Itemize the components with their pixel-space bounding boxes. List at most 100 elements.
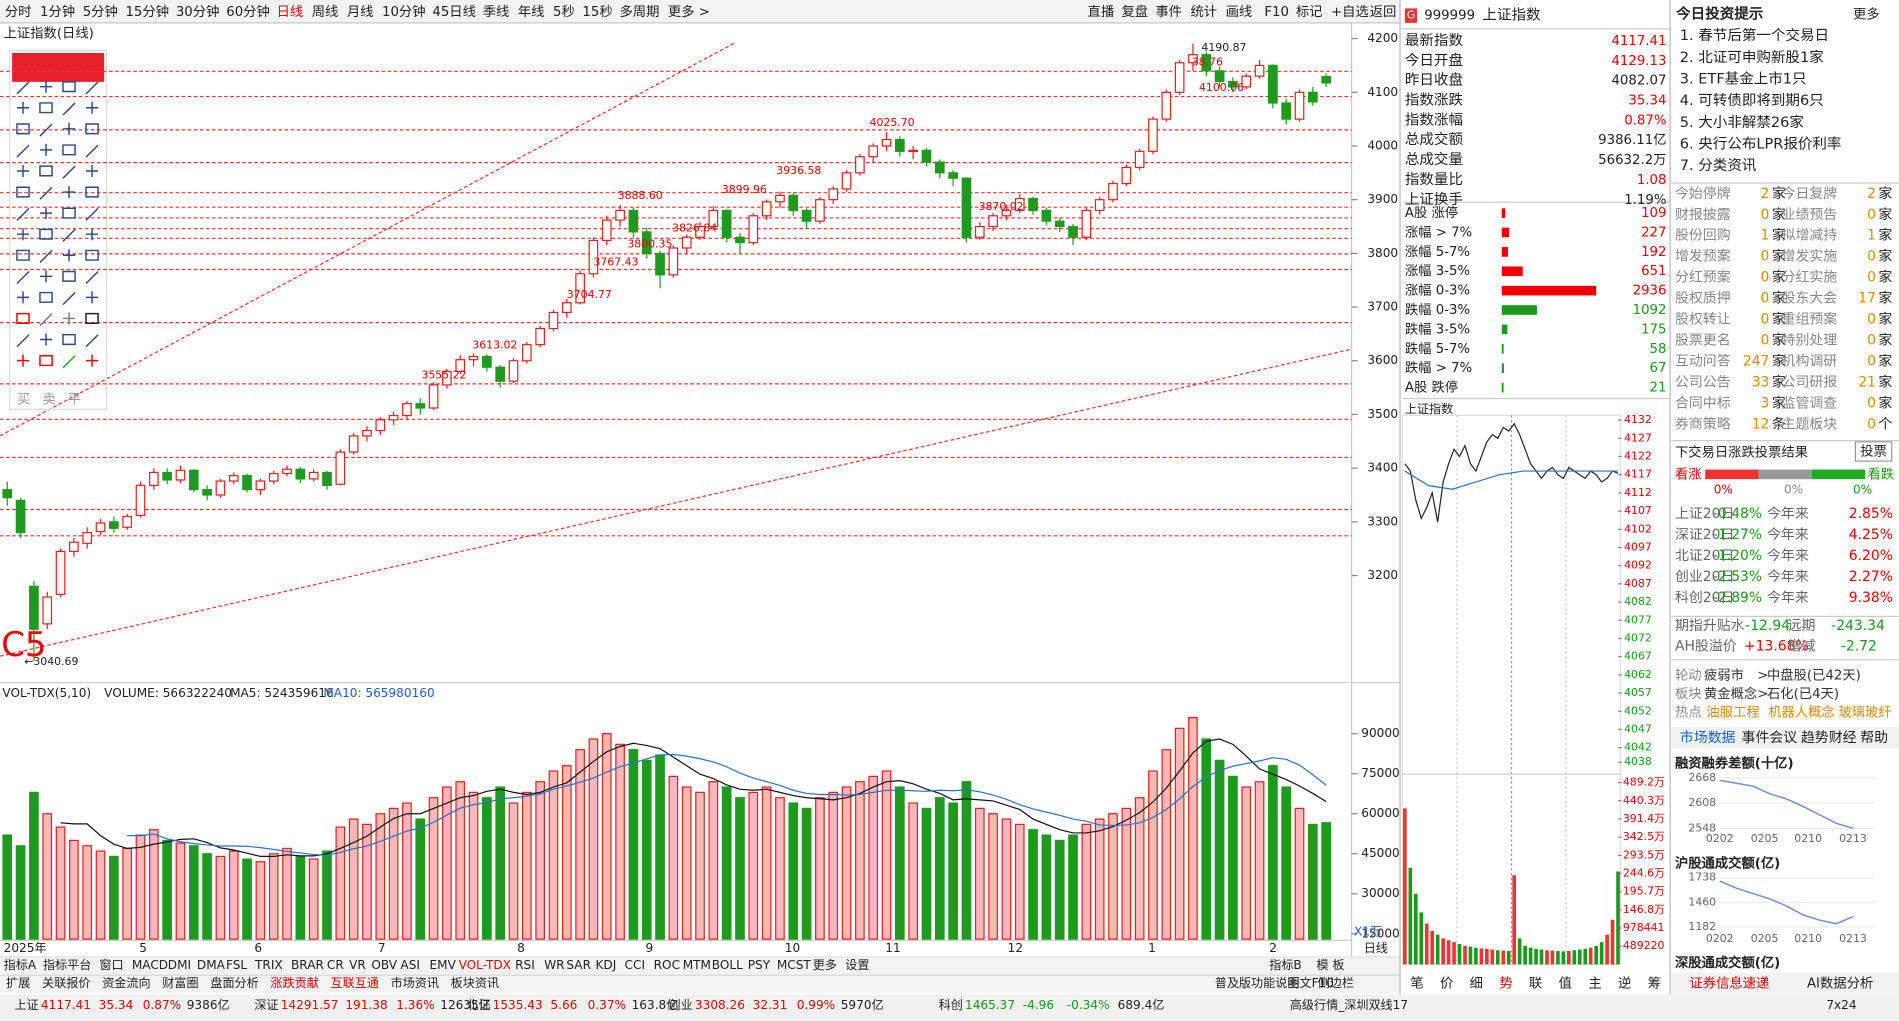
- period-tab[interactable]: 分时: [5, 4, 32, 20]
- market-tab[interactable]: 市场数据: [1680, 729, 1736, 746]
- period-tab[interactable]: 周线: [312, 4, 339, 20]
- tip-item[interactable]: 7. 分类资讯: [1680, 157, 1757, 174]
- period-tab[interactable]: 5分钟: [83, 3, 118, 20]
- indicator-tab[interactable]: ASI: [400, 958, 420, 972]
- indicator-tab[interactable]: TRIX: [254, 958, 283, 972]
- indicator-tab[interactable]: MCST: [777, 958, 812, 972]
- intraday-button[interactable]: 逆: [1618, 976, 1631, 992]
- panel-tab[interactable]: 关联报价: [42, 975, 90, 990]
- toolbar-button[interactable]: 统计: [1191, 4, 1218, 20]
- trade-tool[interactable]: 买: [17, 392, 30, 408]
- tip-item[interactable]: 4. 可转债即将到期6只: [1680, 92, 1824, 109]
- indicator-tab[interactable]: DMI: [168, 958, 191, 972]
- indicator-tab[interactable]: KDJ: [595, 958, 616, 972]
- period-tab[interactable]: 5秒: [553, 4, 575, 20]
- more-link[interactable]: 更多: [1853, 5, 1880, 22]
- indicator-tab[interactable]: 指标B: [1269, 957, 1302, 972]
- indicator-tab[interactable]: 指标平台: [43, 957, 91, 972]
- candle-body: [1188, 54, 1198, 64]
- tip-item[interactable]: 6. 央行公布LPR报价利率: [1680, 136, 1842, 153]
- indicator-tab[interactable]: SAR: [566, 958, 591, 972]
- panel-tab[interactable]: 互联互通: [331, 976, 379, 990]
- vote-button-label[interactable]: 投票: [1860, 444, 1887, 460]
- intraday-button[interactable]: 笔: [1410, 976, 1423, 992]
- period-tab[interactable]: 15分钟: [125, 3, 169, 20]
- toolbar-button[interactable]: 复盘: [1121, 3, 1148, 20]
- indicator-tab[interactable]: MACD: [132, 958, 168, 972]
- period-tab[interactable]: 月线: [347, 4, 374, 20]
- market-tab[interactable]: 事件会议: [1742, 730, 1798, 746]
- panel-tab[interactable]: 扩展: [6, 976, 30, 990]
- tool-icon: [85, 354, 99, 367]
- intraday-button[interactable]: 联: [1529, 976, 1542, 992]
- period-tab[interactable]: 10分钟: [382, 3, 426, 20]
- toolbar-button[interactable]: 事件: [1155, 4, 1182, 20]
- market-tab[interactable]: 帮助: [1860, 730, 1888, 746]
- period-tab[interactable]: 1分钟: [40, 3, 75, 20]
- period-tab[interactable]: 多周期: [619, 3, 659, 20]
- period-tab[interactable]: 季线: [483, 4, 510, 20]
- intraday-button[interactable]: 值: [1559, 976, 1572, 992]
- intraday-button[interactable]: 主: [1588, 976, 1601, 992]
- vote-button[interactable]: [1854, 441, 1893, 462]
- panel-tab[interactable]: 资金流向: [102, 975, 150, 990]
- indicator-tab[interactable]: PSY: [748, 958, 771, 972]
- indicator-tab[interactable]: BOLL: [712, 958, 743, 972]
- toolbar-button[interactable]: +自选: [1331, 4, 1369, 20]
- period-tab[interactable]: 30分钟: [176, 3, 220, 20]
- indicator-tab[interactable]: 模 板: [1316, 958, 1344, 972]
- intraday-button[interactable]: 势: [1499, 976, 1512, 992]
- indicator-tab[interactable]: VOL-TDX: [459, 958, 511, 972]
- indicator-tab[interactable]: OBV: [371, 958, 397, 972]
- trade-tool[interactable]: 平: [68, 393, 81, 408]
- indicator-tab[interactable]: EMV: [430, 958, 457, 972]
- volume-bar: [255, 861, 266, 940]
- indicator-tab[interactable]: RSI: [515, 958, 535, 972]
- panel-tab[interactable]: 市场资讯: [391, 975, 439, 990]
- indicator-tab[interactable]: 更多: [813, 958, 837, 972]
- indicator-tab[interactable]: 指标A: [4, 957, 37, 972]
- tip-item[interactable]: 3. ETF基金上市1只: [1680, 70, 1807, 87]
- toolbar-button[interactable]: F10: [1264, 5, 1289, 20]
- indicator-tab[interactable]: WR: [544, 958, 565, 972]
- indicator-tab[interactable]: CR: [327, 958, 344, 972]
- intraday-button[interactable]: 细: [1470, 976, 1483, 992]
- indicator-tab[interactable]: 设置: [845, 958, 869, 972]
- tip-item[interactable]: 1. 春节后第一个交易日: [1680, 26, 1829, 44]
- panel-tab[interactable]: 侧边栏: [1318, 975, 1354, 990]
- panel-tab[interactable]: 板块资讯: [451, 976, 499, 990]
- indicator-tab[interactable]: CCI: [625, 958, 645, 972]
- intraday-button[interactable]: 筹: [1648, 975, 1661, 992]
- period-tab[interactable]: 日线: [277, 4, 304, 20]
- indicator-tab[interactable]: VR: [349, 958, 366, 972]
- toolbar-button[interactable]: 标记: [1296, 4, 1323, 20]
- period-tab[interactable]: 60分钟: [226, 3, 270, 20]
- tip-item[interactable]: 2. 北证可申购新股1家: [1680, 49, 1824, 66]
- toolbar-button[interactable]: 返回: [1370, 4, 1397, 20]
- indicator-tab[interactable]: BRAR: [291, 958, 325, 972]
- toolbar-button[interactable]: 直播: [1088, 4, 1115, 20]
- period-tab[interactable]: 年线: [518, 4, 545, 20]
- volume-bar: [362, 823, 372, 940]
- period-tab[interactable]: 更多 >: [668, 3, 710, 20]
- panel-tab[interactable]: 普及版功能说明: [1215, 975, 1300, 990]
- toolbar-button[interactable]: 画线: [1226, 4, 1253, 20]
- indicator-tab[interactable]: DMA: [197, 958, 226, 972]
- indicator-tab[interactable]: 窗口: [99, 958, 123, 972]
- footer-tab[interactable]: AI数据分析: [1807, 976, 1873, 992]
- panel-tab[interactable]: 涨跌贡献: [270, 975, 318, 990]
- market-tab[interactable]: 趋势财经: [1801, 730, 1857, 746]
- intraday-button[interactable]: 价: [1440, 977, 1453, 992]
- indicator-tab[interactable]: FSL: [226, 958, 247, 972]
- footer-tab[interactable]: 证券信息速递: [1689, 975, 1769, 992]
- tip-item[interactable]: 5. 大小非解禁26家: [1680, 114, 1804, 131]
- volume-bar: [175, 842, 186, 940]
- indicator-tab[interactable]: ROC: [654, 958, 680, 972]
- period-tab[interactable]: 15秒: [582, 4, 612, 20]
- panel-tab[interactable]: 财富圈: [162, 975, 198, 990]
- period-tab[interactable]: 45日线: [432, 4, 476, 20]
- trade-tool[interactable]: 卖: [42, 392, 55, 408]
- panel-tab[interactable]: 盘面分析: [210, 975, 258, 990]
- panel-tab[interactable]: 图文F10: [1287, 975, 1334, 990]
- indicator-tab[interactable]: MTM: [683, 958, 711, 972]
